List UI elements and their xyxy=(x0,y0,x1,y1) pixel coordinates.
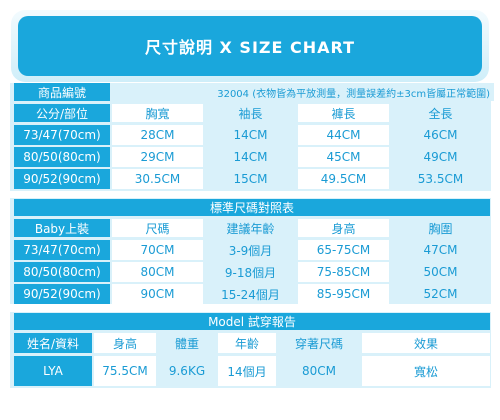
size-col-header-sleeve: 袖長 xyxy=(205,104,296,122)
reference-table-title: 標準尺碼對照表 xyxy=(14,199,490,216)
ref-row-label: 73/47(70cm) xyxy=(14,240,110,260)
model-col-header-effect: 效果 xyxy=(362,333,490,353)
ref-cell: 3-9個月 xyxy=(205,240,296,260)
size-cell: 45CM xyxy=(298,147,389,167)
title-banner: 尺寸說明 X SIZE CHART xyxy=(11,10,489,82)
ref-cell: 9-18個月 xyxy=(205,262,296,282)
ref-col-header-age: 建議年齡 xyxy=(205,219,296,237)
size-row-label: 80/50(80cm) xyxy=(14,147,110,167)
ref-col-header-size: 尺碼 xyxy=(112,219,203,237)
model-name: LYA xyxy=(14,356,92,386)
ref-cell: 50CM xyxy=(391,262,490,282)
size-row-label: 73/47(70cm) xyxy=(14,125,110,145)
size-cell: 30.5CM xyxy=(112,169,203,189)
size-col-header-part: 公分/部位 xyxy=(14,104,110,122)
size-col-header-pants: 褲長 xyxy=(298,104,389,122)
ref-row-label: 90/52(90cm) xyxy=(14,284,110,304)
size-cell: 49CM xyxy=(391,147,490,167)
model-col-header-weight: 體重 xyxy=(158,333,216,353)
size-cell: 29CM xyxy=(112,147,203,167)
ref-cell: 65-75CM xyxy=(298,240,389,260)
ref-cell: 70CM xyxy=(112,240,203,260)
ref-col-header-chest: 胸圍 xyxy=(391,219,490,237)
model-col-header-height: 身高 xyxy=(94,333,156,353)
ref-cell: 75-85CM xyxy=(298,262,389,282)
ref-row-label: 80/50(80cm) xyxy=(14,262,110,282)
model-fit-size: 80CM xyxy=(278,356,360,386)
model-weight: 9.6KG xyxy=(158,356,216,386)
size-cell: 44CM xyxy=(298,125,389,145)
model-height: 75.5CM xyxy=(94,356,156,386)
ref-cell: 52CM xyxy=(391,284,490,304)
size-col-header-length: 全長 xyxy=(391,104,490,122)
size-cell: 28CM xyxy=(112,125,203,145)
model-col-header-name: 姓名/資料 xyxy=(14,333,92,353)
model-col-header-age: 年齡 xyxy=(218,333,276,353)
size-cell: 53.5CM xyxy=(391,169,490,189)
ref-cell: 80CM xyxy=(112,262,203,282)
size-cell: 15CM xyxy=(205,169,296,189)
ref-cell: 15-24個月 xyxy=(205,284,296,304)
size-cell: 14CM xyxy=(205,125,296,145)
model-col-header-fit-size: 穿著尺碼 xyxy=(278,333,360,353)
model-report-title: Model 試穿報告 xyxy=(14,313,490,330)
product-number-label: 商品編號 xyxy=(14,83,110,101)
ref-cell: 90CM xyxy=(112,284,203,304)
ref-cell: 47CM xyxy=(391,240,490,260)
size-cell: 46CM xyxy=(391,125,490,145)
size-row-label: 90/52(90cm) xyxy=(14,169,110,189)
banner-title: 尺寸說明 X SIZE CHART xyxy=(18,16,482,76)
ref-col-header-baby: Baby上裝 xyxy=(14,219,110,237)
size-col-header-chest: 胸寬 xyxy=(112,104,203,122)
model-effect: 寬松 xyxy=(362,356,490,386)
model-age: 14個月 xyxy=(218,356,276,386)
size-cell: 49.5CM xyxy=(298,169,389,189)
ref-cell: 85-95CM xyxy=(298,284,389,304)
product-number-note: 32004 (衣物皆為平放測量，測量誤差約±3cm皆屬正常範圍) xyxy=(112,83,494,101)
size-cell: 14CM xyxy=(205,147,296,167)
ref-col-header-height: 身高 xyxy=(298,219,389,237)
